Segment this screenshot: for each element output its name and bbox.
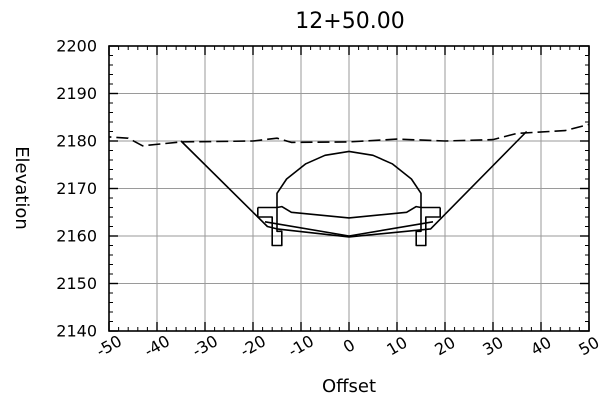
y-tick-label-3: 2170 xyxy=(56,179,97,198)
series-line-5 xyxy=(256,206,283,247)
x-tick-label-4: -10 xyxy=(285,331,317,361)
grid xyxy=(108,45,590,332)
y-tick-label-2: 2160 xyxy=(56,227,97,246)
series-line-3 xyxy=(276,205,422,219)
y-tick-label-6: 2200 xyxy=(56,37,97,56)
y-axis-label: Elevation xyxy=(11,146,32,230)
series-line-2 xyxy=(264,221,434,237)
x-tick-label-6: 10 xyxy=(383,333,410,360)
x-tick-label-0: -50 xyxy=(93,331,125,361)
y-tick-label-0: 2140 xyxy=(56,322,97,341)
x-tick-label-8: 30 xyxy=(479,333,506,360)
series-line-6 xyxy=(415,206,442,247)
series-line-0 xyxy=(109,123,589,147)
x-tick-label-10: 50 xyxy=(575,333,602,360)
y-tick-label-4: 2180 xyxy=(56,132,97,151)
tick-labels: -50 -40 -30 -20 -10 0 10 20 30 40 50 2140 2150 2160 21… xyxy=(56,37,602,361)
series-line-4 xyxy=(276,150,422,208)
x-tick-label-5: 0 xyxy=(340,335,358,357)
chart-title: 12+50.00 xyxy=(295,9,404,34)
y-tick-label-1: 2150 xyxy=(56,274,97,293)
x-tick-label-9: 40 xyxy=(527,333,554,360)
x-tick-label-7: 20 xyxy=(431,333,458,360)
x-axis-label: Offset xyxy=(322,376,376,397)
x-tick-label-1: -40 xyxy=(141,331,173,361)
x-tick-label-2: -30 xyxy=(189,331,221,361)
series-line-1 xyxy=(180,130,528,238)
axes xyxy=(108,45,590,332)
series-layer xyxy=(109,123,589,247)
x-tick-label-3: -20 xyxy=(237,331,269,361)
y-tick-label-5: 2190 xyxy=(56,84,97,103)
